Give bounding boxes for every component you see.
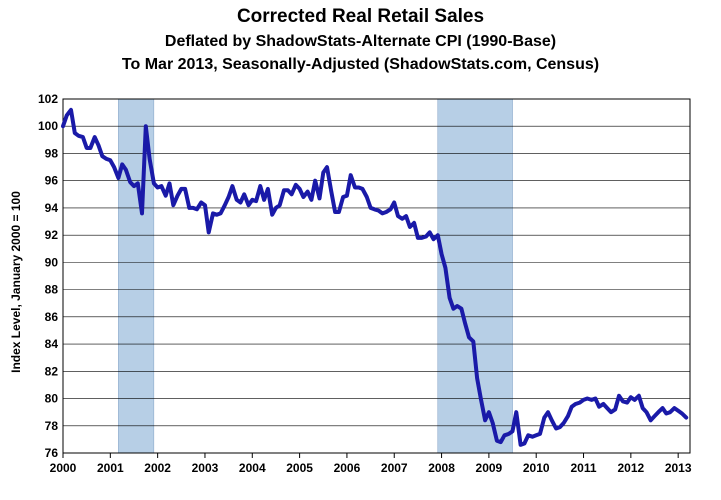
x-tick-label: 2006: [334, 461, 361, 475]
x-tick-label: 2009: [476, 461, 503, 475]
recession-bands: [118, 98, 513, 454]
x-tick-label: 2007: [381, 461, 408, 475]
x-tick-label: 2003: [192, 461, 219, 475]
y-tick-label: 96: [45, 174, 59, 188]
x-tick-label: 2010: [523, 461, 550, 475]
y-tick-label: 84: [45, 337, 59, 351]
y-tick-label: 86: [45, 310, 59, 324]
x-tick-label: 2005: [286, 461, 313, 475]
x-tick-label: 2002: [144, 461, 171, 475]
y-tick-label: 76: [45, 446, 59, 460]
x-tick-label: 2008: [428, 461, 455, 475]
recession-band-2: [437, 98, 513, 454]
x-tick-label: 2011: [571, 461, 597, 475]
y-tick-label: 82: [45, 364, 59, 378]
y-tick-label: 100: [38, 119, 58, 133]
y-tick-label: 90: [45, 255, 59, 269]
chart-subtitle-2: To Mar 2013, Seasonally-Adjusted (Shadow…: [121, 56, 600, 73]
x-axis-ticks: 2000 2001 2002 2003 2004 2005 2006 2007 2008 2009…: [50, 453, 692, 475]
plot-frame: [62, 98, 691, 454]
y-axis-ticks: 76 78 80 82 84 86 88 90 92 94 96 98 100 102: [38, 92, 58, 460]
y-tick-label: 102: [38, 92, 58, 106]
y-tick-label: 78: [45, 419, 59, 433]
x-tick-label: 2004: [239, 461, 266, 475]
y-tick-label: 88: [45, 283, 59, 297]
x-tick-label: 2013: [665, 461, 692, 475]
y-tick-label: 80: [45, 392, 59, 406]
x-tick-label: 2012: [617, 461, 644, 475]
y-tick-label: 94: [45, 201, 59, 215]
y-axis-label: Index Level, January 2000 = 100: [9, 191, 23, 373]
x-tick-label: 2001: [97, 461, 124, 475]
y-tick-label: 98: [45, 146, 59, 160]
chart-title: Corrected Real Retail Sales: [236, 6, 485, 27]
series-line: [61, 107, 689, 447]
y-tick-label: 92: [45, 228, 59, 242]
x-tick-label: 2000: [50, 461, 77, 475]
chart-subtitle: Deflated by ShadowStats-Alternate CPI (1…: [164, 33, 557, 50]
